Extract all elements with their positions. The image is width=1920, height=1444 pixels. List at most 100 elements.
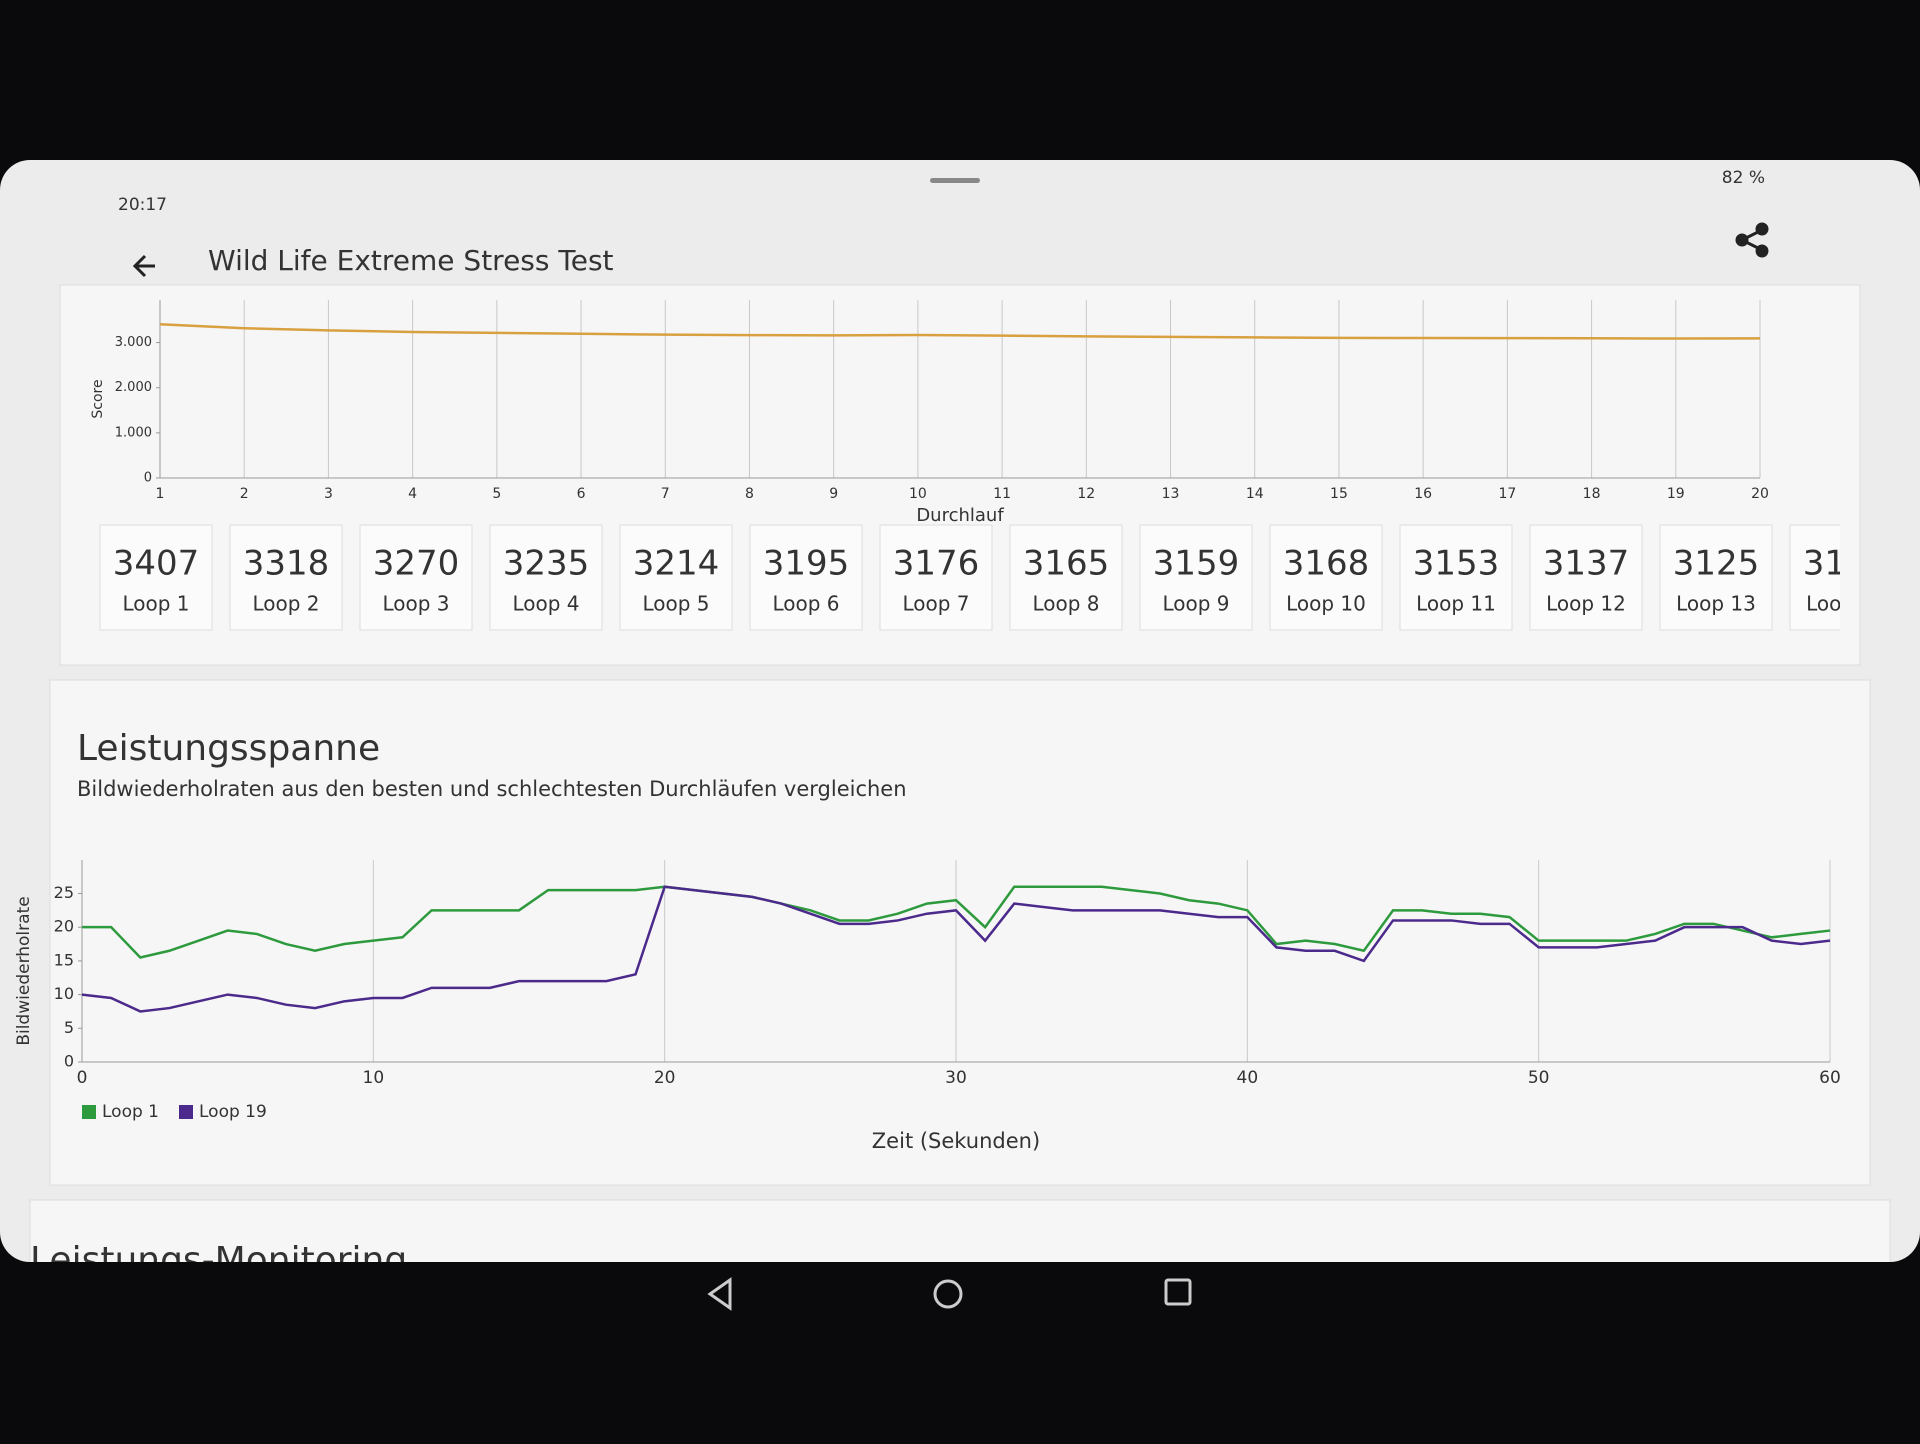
card-label: Loop 11 — [1416, 592, 1496, 616]
nav-home[interactable] — [933, 1279, 963, 1309]
card — [619, 524, 733, 631]
monitor-panel — [29, 1199, 1891, 1262]
card-score: 3153 — [1413, 544, 1500, 584]
back-button[interactable] — [132, 254, 155, 278]
score-card: 3165 Loop 8 — [1009, 524, 1123, 631]
status-time: 20:17 — [118, 195, 167, 215]
card-score: 3214 — [633, 544, 720, 584]
score-card: 3270 Loop 3 — [359, 524, 473, 631]
cards: 3407 Loop 1 3318 Loop 2 3270 Loop 3 3235 Loop 4… — [99, 524, 1890, 631]
chart-subtitle: Bildwiederholraten aus den besten und sc… — [77, 777, 907, 801]
card-score: 3195 — [763, 544, 850, 584]
card-score: 3318 — [243, 544, 330, 584]
x-tick-label: 12 — [1077, 486, 1095, 502]
card — [879, 524, 993, 631]
chart-title: Leistungsspanne — [77, 728, 380, 769]
x-tick-label: 4 — [408, 486, 417, 502]
card-score: 3270 — [373, 544, 460, 584]
card-score: 3165 — [1023, 544, 1110, 584]
nav-recent[interactable] — [1164, 1278, 1192, 1306]
y-tick-label: 3.000 — [115, 335, 152, 350]
card — [1009, 524, 1123, 631]
legend-label: Loop 1 — [102, 1102, 159, 1122]
y-tick-label: 0 — [64, 1052, 74, 1071]
status-battery: 82 % — [1722, 168, 1765, 188]
y-tick-label: 10 — [54, 984, 74, 1003]
card-score: 3235 — [503, 544, 590, 584]
score-card: 3153 Loop 11 — [1399, 524, 1513, 631]
card-label: Loop 4 — [512, 592, 579, 616]
card-label: Loop 2 — [252, 592, 319, 616]
app: 20:17 82 % Wild Life Extreme Stress Test… — [0, 160, 1920, 1281]
score-card: 3176 Loop 7 — [879, 524, 993, 631]
card-score: 3159 — [1153, 544, 1240, 584]
x-tick-label: 1 — [156, 486, 165, 502]
x-tick-label: 6 — [577, 486, 586, 502]
score-card: 3318 Loop 2 — [229, 524, 343, 631]
x-tick-label: 17 — [1498, 486, 1516, 502]
y-tick-label: 15 — [54, 950, 74, 969]
card — [1529, 524, 1643, 631]
card — [1269, 524, 1383, 631]
card — [1789, 524, 1840, 631]
card-score: 3168 — [1283, 544, 1370, 584]
x-tick-label: 2 — [240, 486, 249, 502]
card-label: Loop 9 — [1162, 592, 1229, 616]
score-card: 3159 Loop 9 — [1139, 524, 1253, 631]
x-tick-label: 0 — [77, 1068, 88, 1088]
x-tick-label: 3 — [324, 486, 333, 502]
x-tick-label: 40 — [1237, 1068, 1259, 1088]
score-card: 3115 Loop 14 — [1789, 524, 1890, 631]
card — [1399, 524, 1513, 631]
card-label: Loop 14 — [1806, 592, 1886, 616]
card-score: 3125 — [1673, 544, 1760, 584]
card-score: 3115 — [1803, 544, 1890, 584]
score-card: 3214 Loop 5 — [619, 524, 733, 631]
x-tick-label: 30 — [945, 1068, 967, 1088]
plots: 1 2 3 4 5 6 7 8 9 10 11 12 13 14 15 16 17 18 19 2001.0002.0… — [14, 300, 1890, 1153]
x-tick-label: 8 — [745, 486, 754, 502]
card-score: 3176 — [893, 544, 980, 584]
card-score: 3407 — [113, 544, 200, 584]
x-tick-label: 5 — [492, 486, 501, 502]
x-tick-label: 50 — [1528, 1068, 1550, 1088]
y-tick-label: 20 — [54, 917, 74, 936]
legend-swatch — [179, 1105, 193, 1119]
card — [99, 524, 213, 631]
card — [489, 524, 603, 631]
share-button[interactable] — [1735, 222, 1769, 258]
y-tick-label: 5 — [64, 1018, 74, 1037]
section-title: Leistungs-Monitoring — [30, 1240, 407, 1281]
score-card: 3195 Loop 6 — [749, 524, 863, 631]
card-label: Loop 13 — [1676, 592, 1756, 616]
card-label: Loop 1 — [122, 592, 189, 616]
legend-swatch — [82, 1105, 96, 1119]
x-axis-label: Zeit (Sekunden) — [872, 1129, 1040, 1153]
card — [229, 524, 343, 631]
x-tick-label: 10 — [363, 1068, 385, 1088]
card — [359, 524, 473, 631]
card-label: Loop 6 — [772, 592, 839, 616]
card-label: Loop 3 — [382, 592, 449, 616]
x-tick-label: 19 — [1667, 486, 1685, 502]
score-card: 3125 Loop 13 — [1659, 524, 1773, 631]
nav-back[interactable] — [707, 1277, 732, 1311]
range-panel — [49, 679, 1871, 1186]
line — [81, 885, 1831, 1013]
x-tick-label: 9 — [829, 486, 838, 502]
x-tick-label: 60 — [1819, 1068, 1841, 1088]
card — [1139, 524, 1253, 631]
card-label: Loop 7 — [902, 592, 969, 616]
card-score: 3137 — [1543, 544, 1630, 584]
y-axis-label: Bildwiederholrate — [14, 896, 34, 1045]
score-card: 3168 Loop 10 — [1269, 524, 1383, 631]
x-tick-label: 11 — [993, 486, 1011, 502]
x-tick-label: 7 — [661, 486, 670, 502]
x-tick-label: 16 — [1414, 486, 1432, 502]
line — [82, 885, 1831, 959]
x-tick-label: 15 — [1330, 486, 1348, 502]
y-axis-label: Score — [90, 379, 106, 418]
card-label: Loop 5 — [642, 592, 709, 616]
x-axis-label: Durchlauf — [916, 505, 1004, 526]
